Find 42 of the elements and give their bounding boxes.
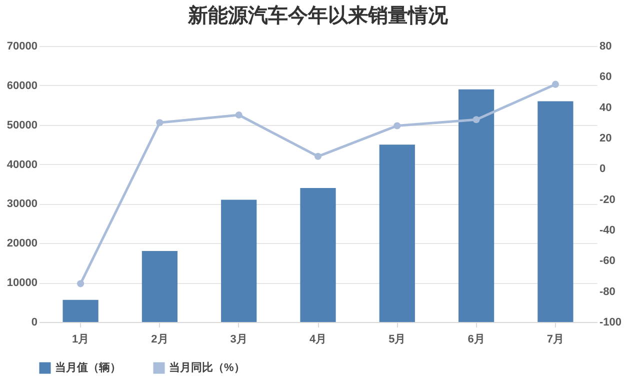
bar: [300, 188, 336, 322]
y2-tick-label: 20: [600, 132, 612, 144]
y-tick-label: 0: [31, 316, 38, 328]
x-tick-label: 6月: [468, 334, 485, 346]
x-tick-label: 2月: [151, 334, 168, 346]
x-tick-label: 3月: [230, 334, 248, 346]
bar: [458, 89, 494, 322]
y-tick-label: 20000: [6, 238, 38, 250]
y2-tick-label: 40: [600, 102, 612, 114]
x-tick-label: 4月: [309, 334, 327, 346]
x-tick-label: 1月: [72, 334, 90, 346]
point: [235, 111, 242, 119]
bar: [221, 200, 257, 322]
y-tick-label: 70000: [6, 40, 38, 52]
point: [394, 122, 401, 130]
y-tick-label: 30000: [6, 198, 38, 210]
y-tick-label: 50000: [6, 119, 38, 132]
point: [156, 119, 164, 126]
point: [552, 80, 559, 88]
bar: [379, 144, 415, 322]
point: [472, 116, 480, 124]
x-tick-label: 5月: [388, 334, 406, 346]
x-tick-label: 7月: [546, 334, 564, 346]
y2-tick-label: -40: [600, 224, 616, 236]
y-tick-label: 10000: [6, 277, 38, 290]
y2-tick-label: -60: [600, 255, 616, 268]
y2-tick-label: -20: [600, 194, 616, 206]
point: [314, 152, 322, 160]
bar: [62, 300, 98, 322]
point: [77, 280, 84, 288]
y-tick-label: 40000: [6, 158, 38, 171]
y-tick-label: 60000: [6, 80, 38, 92]
y2-tick-label: -80: [600, 286, 616, 298]
chart-title: 新能源汽车今年以来销量情况: [187, 4, 449, 27]
y2-tick-label: 80: [600, 40, 612, 52]
y2-tick-label: 60: [600, 71, 612, 84]
y2-tick-label: -100: [600, 316, 622, 328]
bar: [538, 101, 574, 322]
legend-label: 当月同比（%）: [169, 361, 245, 374]
y2-tick-label: 0: [600, 163, 606, 176]
bar: [142, 251, 178, 322]
legend-label: 当月值（辆）: [55, 361, 121, 374]
